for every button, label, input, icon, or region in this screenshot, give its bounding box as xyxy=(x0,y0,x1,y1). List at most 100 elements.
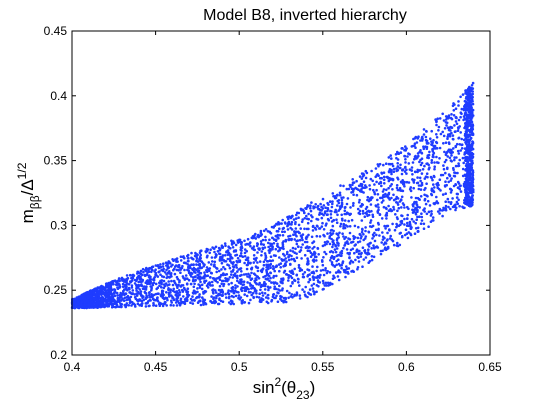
scatter-point xyxy=(165,304,168,307)
scatter-point xyxy=(107,292,110,295)
scatter-point xyxy=(342,222,346,226)
scatter-point xyxy=(237,294,241,297)
scatter-point xyxy=(83,300,87,304)
scatter-point xyxy=(400,206,403,209)
scatter-point xyxy=(140,284,144,288)
scatter-point xyxy=(414,211,417,214)
scatter-point xyxy=(439,173,443,177)
scatter-point xyxy=(380,217,384,220)
scatter-point xyxy=(248,282,252,285)
scatter-point xyxy=(324,252,328,256)
scatter-point xyxy=(452,114,456,117)
scatter-point xyxy=(324,281,328,285)
scatter-point xyxy=(320,225,324,228)
scatter-point xyxy=(425,172,429,175)
scatter-point xyxy=(261,294,265,297)
scatter-point xyxy=(288,253,291,257)
scatter-point xyxy=(300,236,304,240)
scatter-point xyxy=(409,186,413,189)
scatter-point xyxy=(395,169,399,173)
scatter-point xyxy=(454,144,458,148)
scatter-point xyxy=(338,193,342,197)
scatter-point xyxy=(427,156,431,160)
scatter-point xyxy=(447,180,451,184)
scatter-point xyxy=(416,226,420,230)
scatter-point xyxy=(467,150,470,153)
scatter-point xyxy=(331,277,335,281)
scatter-point xyxy=(293,294,296,298)
scatter-point xyxy=(286,250,289,254)
scatter-point xyxy=(271,248,274,251)
scatter-point xyxy=(199,303,203,307)
scatter-point xyxy=(136,276,140,279)
scatter-point xyxy=(322,273,326,277)
scatter-point xyxy=(119,291,122,295)
scatter-point xyxy=(169,265,173,268)
scatter-point xyxy=(331,245,334,249)
scatter-point xyxy=(307,260,310,263)
scatter-point xyxy=(390,162,394,166)
scatter-point xyxy=(279,280,283,283)
scatter-point xyxy=(83,303,87,307)
scatter-point xyxy=(255,292,258,295)
scatter-point xyxy=(382,188,386,191)
scatter-point xyxy=(328,242,332,246)
scatter-point xyxy=(361,209,365,213)
scatter-point xyxy=(385,224,389,228)
scatter-point xyxy=(275,229,279,233)
scatter-point xyxy=(279,266,283,269)
scatter-point xyxy=(243,301,246,304)
scatter-point xyxy=(226,257,230,261)
scatter-point xyxy=(341,261,344,265)
scatter-point xyxy=(195,253,199,256)
scatter-point xyxy=(159,279,162,283)
scatter-point xyxy=(453,124,456,127)
scatter-point xyxy=(420,157,424,160)
scatter-point xyxy=(142,270,145,274)
scatter-point xyxy=(166,284,169,287)
scatter-point xyxy=(216,250,220,253)
scatter-point xyxy=(127,298,130,301)
scatter-point xyxy=(414,196,418,200)
scatter-point xyxy=(213,300,217,304)
scatter-point xyxy=(108,281,112,285)
scatter-point xyxy=(140,293,143,297)
scatter-point xyxy=(126,288,129,292)
scatter-point xyxy=(175,291,178,294)
scatter-point xyxy=(201,300,205,303)
scatter-point xyxy=(263,292,267,295)
scatter-point xyxy=(126,295,130,299)
scatter-point xyxy=(269,255,273,258)
scatter-point xyxy=(419,188,423,191)
scatter-point xyxy=(222,259,226,262)
scatter-point xyxy=(289,263,292,266)
scatter-point xyxy=(255,295,259,299)
scatter-point xyxy=(157,270,160,274)
scatter-point xyxy=(173,272,177,276)
scatter-point xyxy=(315,234,319,238)
scatter-point xyxy=(175,304,179,307)
scatter-point xyxy=(259,240,263,243)
scatter-point xyxy=(198,277,202,280)
scatter-point xyxy=(392,243,396,247)
scatter-point xyxy=(454,206,458,210)
scatter-point xyxy=(361,265,364,269)
scatter-point xyxy=(312,270,315,274)
scatter-point xyxy=(215,296,218,300)
scatter-point xyxy=(422,222,426,226)
scatter-point xyxy=(245,249,248,253)
scatter-point xyxy=(75,303,78,307)
scatter-point xyxy=(467,138,470,142)
scatter-point xyxy=(221,291,225,294)
y-axis-label-sup: 1/2 xyxy=(15,162,29,179)
scatter-point xyxy=(147,276,151,279)
scatter-point xyxy=(347,187,351,191)
scatter-point xyxy=(347,242,350,245)
scatter-point xyxy=(464,151,467,154)
scatter-point xyxy=(423,198,427,202)
scatter-point xyxy=(371,224,375,228)
scatter-point xyxy=(464,164,468,168)
scatter-point xyxy=(87,303,91,307)
scatter-point xyxy=(143,287,147,291)
scatter-point xyxy=(366,195,370,199)
